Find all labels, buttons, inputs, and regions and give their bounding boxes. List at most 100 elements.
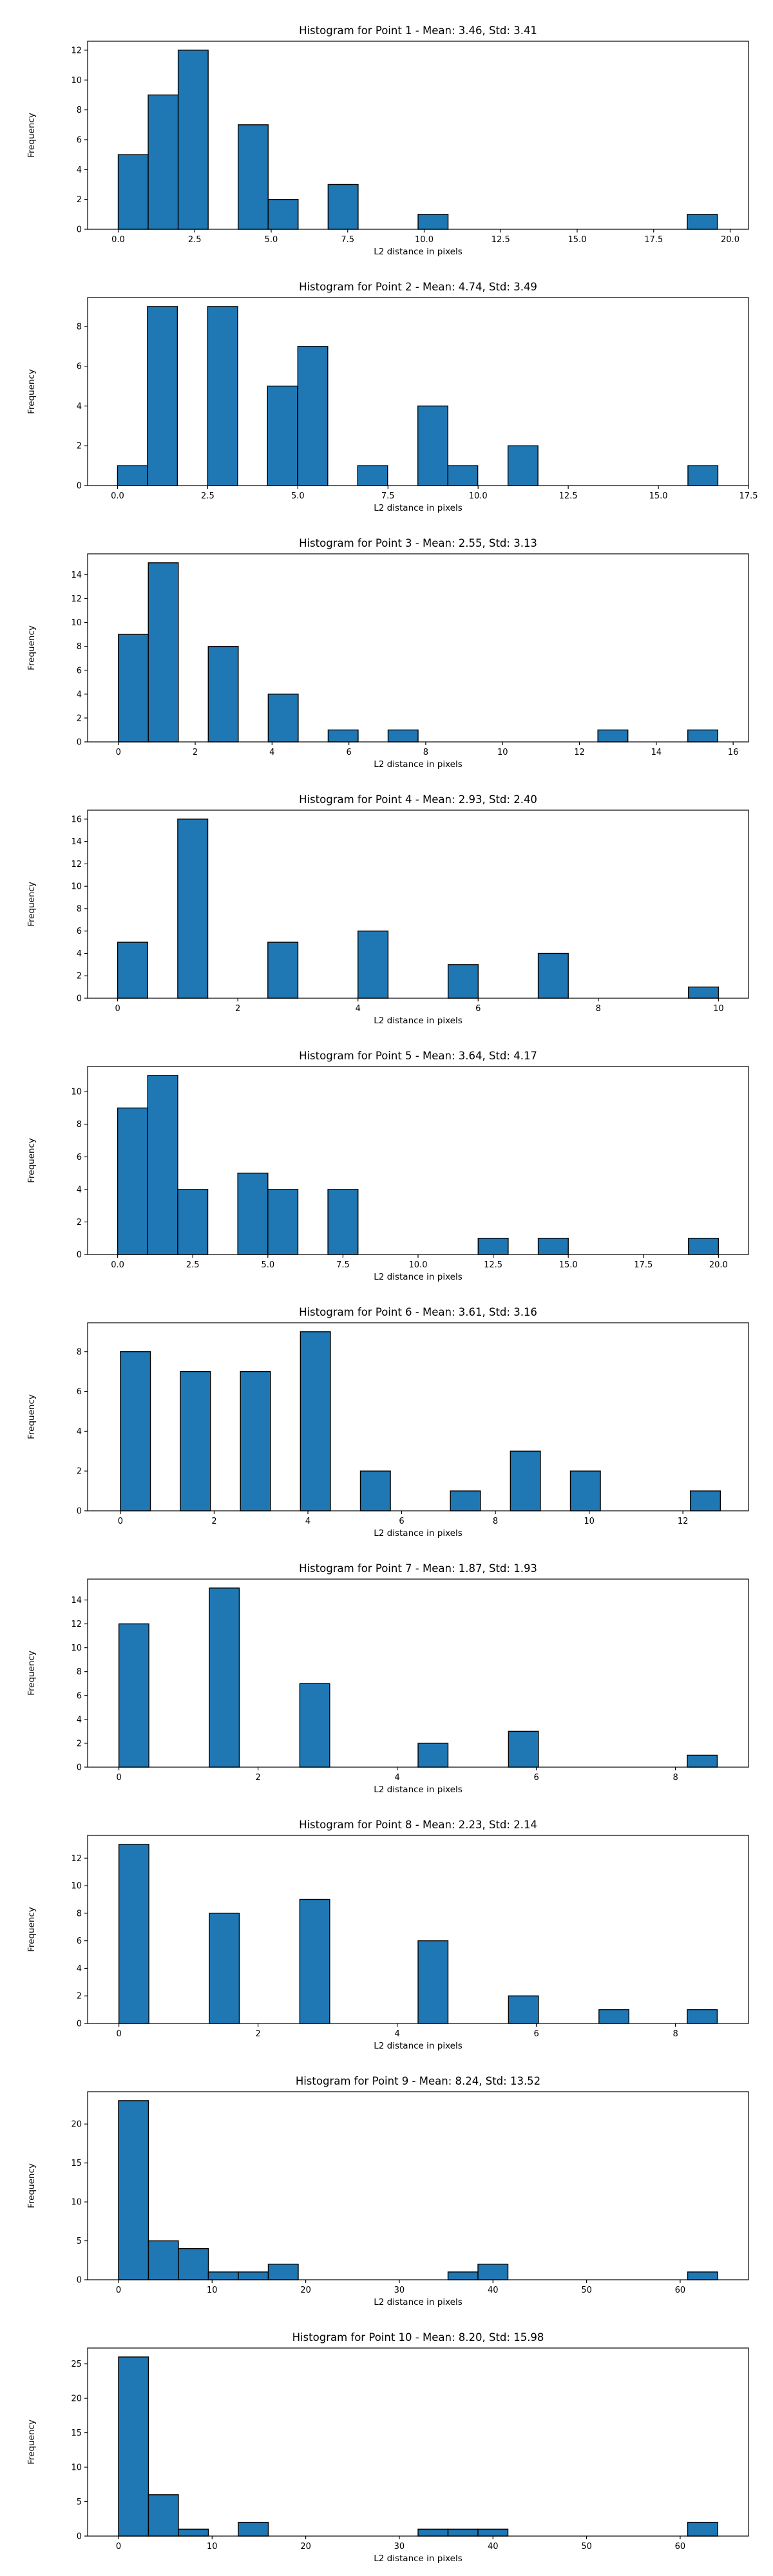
x-tick-label: 0 [118,1517,123,1526]
y-tick-label: 0 [77,2020,82,2029]
y-tick-label: 12 [71,46,82,55]
histogram-bar [238,124,269,230]
histogram-bar [148,2494,179,2537]
x-tick-label: 10 [207,2286,218,2295]
histogram-bar [690,1490,721,1511]
histogram-bar [447,465,479,486]
histogram-bar [118,1623,149,1768]
y-tick-label: 4 [77,1715,82,1725]
x-axis-label: L2 distance in pixels [374,1785,462,1795]
y-tick-label: 16 [71,815,82,824]
chart-title: Histogram for Point 7 - Mean: 1.87, Std:… [299,1562,537,1575]
x-tick-label: 10.0 [415,235,434,245]
y-tick-label: 10 [71,76,82,86]
plot-frame [87,1578,749,1768]
y-tick-label: 2 [77,1467,82,1477]
histogram-bar [687,729,718,743]
histogram-bar [118,1844,149,2024]
histogram-bar [267,942,299,999]
x-tick-label: 30 [394,2286,405,2295]
x-tick-label: 2 [255,1773,260,1783]
histogram-bar [687,214,718,230]
x-tick-label: 15.0 [568,235,587,245]
y-tick-label: 4 [77,1185,82,1195]
chart-panel: Histogram for Point 1 - Mean: 3.46, Std:… [26,24,749,257]
y-tick-label: 6 [77,1153,82,1162]
histogram-bar [209,1913,240,2024]
x-tick-label: 4 [356,1004,361,1014]
chart-title: Histogram for Point 6 - Mean: 3.61, Std:… [299,1306,537,1318]
y-axis-label: Frequency [26,2420,37,2465]
histogram-bar [299,1899,330,2024]
histogram-bar [300,1331,331,1511]
x-tick-label: 4 [305,1517,310,1526]
plot-frame [87,297,749,486]
x-tick-label: 6 [475,1004,481,1014]
y-tick-label: 6 [77,362,82,372]
x-tick-label: 5.0 [291,491,305,501]
y-tick-label: 0 [77,738,82,748]
x-tick-label: 4 [394,2029,399,2039]
x-tick-label: 10 [713,1004,724,1014]
y-tick-label: 5 [77,2497,82,2507]
x-tick-label: 10 [584,1517,595,1526]
chart-title: Histogram for Point 10 - Mean: 8.20, Std… [292,2331,544,2344]
y-tick-label: 0 [77,2276,82,2286]
histogram-bar [148,2240,179,2280]
x-tick-label: 50 [581,2542,592,2552]
x-axis-label: L2 distance in pixels [374,2297,462,2307]
chart-title: Histogram for Point 5 - Mean: 3.64, Std:… [299,1050,537,1062]
histogram-bar [177,1189,209,1255]
x-tick-label: 2 [211,1517,216,1526]
plot-frame [87,553,749,743]
chart-panel: Histogram for Point 6 - Mean: 3.61, Std:… [26,1306,749,1539]
y-tick-label: 12 [71,1620,82,1629]
x-tick-label: 12.5 [491,235,510,245]
histogram-bar [357,465,388,486]
x-tick-label: 15.0 [559,1260,578,1270]
chart-panel: Histogram for Point 10 - Mean: 8.20, Std… [26,2331,749,2564]
x-tick-label: 7.5 [381,491,395,501]
histogram-bar [117,465,148,486]
histogram-bar [267,198,299,230]
y-tick-label: 2 [77,972,82,981]
x-tick-label: 8 [423,748,428,757]
histogram-bar [508,1730,539,1768]
chart-panel: Histogram for Point 5 - Mean: 3.64, Std:… [26,1050,749,1282]
y-tick-label: 0 [77,1763,82,1773]
histogram-bar [450,1490,481,1511]
x-tick-label: 60 [675,2286,686,2295]
histogram-bar [117,942,148,999]
histogram-bar [417,1940,449,2024]
x-tick-label: 4 [269,748,274,757]
histogram-bar [177,50,209,230]
histogram-bar [267,694,299,743]
histogram-bar [238,2521,269,2537]
y-tick-label: 10 [71,882,82,892]
histogram-bar [118,2100,149,2280]
histogram-bar [387,729,419,743]
y-tick-label: 8 [77,1909,82,1918]
y-tick-label: 4 [77,1427,82,1437]
histogram-bar [178,2248,209,2280]
histogram-bar [537,1238,569,1255]
y-tick-label: 12 [71,1854,82,1864]
y-tick-label: 8 [77,322,82,332]
histogram-bar [447,2528,479,2537]
x-tick-label: 20.0 [709,1260,728,1270]
histogram-bar [687,2521,718,2537]
chart-title: Histogram for Point 2 - Mean: 4.74, Std:… [299,281,537,293]
y-tick-label: 10 [71,1643,82,1653]
x-tick-label: 20.0 [721,235,740,245]
y-tick-label: 8 [77,642,82,652]
histogram-bar [569,1470,601,1511]
y-tick-label: 6 [77,1937,82,1946]
y-tick-label: 10 [71,2198,82,2208]
x-axis-label: L2 distance in pixels [374,1272,462,1282]
x-tick-label: 60 [675,2542,686,2552]
histogram-bar [327,729,359,743]
histogram-bar [687,2271,718,2280]
histogram-bar [207,645,239,743]
histogram-bar [207,306,238,486]
